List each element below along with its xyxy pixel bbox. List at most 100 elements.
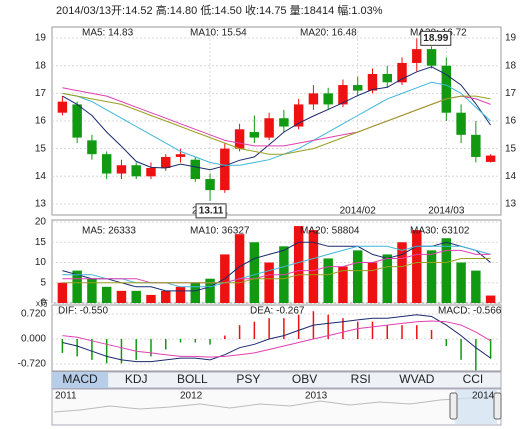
volume-bar [116,290,127,303]
volume-ma-line [62,249,491,284]
ma-line [62,66,492,171]
candle-body [146,168,156,177]
candle-body [412,49,422,63]
ma-line [62,92,491,155]
tab-selected[interactable] [52,372,109,388]
tab[interactable]: WVAD [399,372,434,386]
tab[interactable]: BOLL [177,372,208,386]
volume-bar [264,262,274,303]
y-tick-label: 15 [35,237,47,248]
volume-ma-line [62,258,491,284]
candle-body [426,49,437,66]
volume-bar [57,282,68,303]
tab[interactable]: CCI [463,372,484,386]
y-tick-label: 20 [35,217,47,228]
volume-bar [441,238,452,303]
candle-body [161,156,171,168]
candle-body [131,165,141,177]
volume-bar [397,242,407,303]
tab[interactable]: PSY [236,372,260,386]
volume-bar [87,278,97,303]
candle-body [338,85,348,105]
y-tick-label-right: 15 [505,143,517,154]
legend-label: DIF: -0.550 [58,306,108,317]
y-tick-label: -0.720 [18,359,47,370]
volume-bar [367,262,378,303]
legend-label: MA20: 16.48 [300,28,357,39]
y-tick-label-right: 13 [505,199,517,210]
quote-info: 2014/03/13开:14.52 高:14.80 低:14.50 收:14.7… [56,3,383,17]
navigator-year: 2011 [55,391,77,402]
volume-bar [323,258,333,303]
min-box [195,203,227,219]
volume-bar [471,270,481,303]
candle-body [175,154,186,157]
volume-bar [426,250,437,303]
candle-body [72,104,82,138]
candle-body [382,74,392,83]
volume-bar [456,262,466,303]
tab[interactable]: KDJ [125,372,148,386]
max-box [420,30,452,46]
y-tick-label-right: 19 [505,33,517,44]
volume-bar [190,282,201,303]
y-tick-label: 19 [35,33,47,44]
legend-label: MACD: -0.566 [438,306,502,317]
tab[interactable]: OBV [292,372,317,386]
volume-bar [249,242,260,303]
y-tick-label: 0.000 [21,334,46,345]
navigator-year: 2012 [180,391,203,402]
candle-body [367,74,378,91]
volume-bar [382,254,392,303]
legend-label: MA5: 14.83 [82,28,134,39]
candle-body [323,93,333,105]
y-tick-label: 0 [40,298,46,309]
y-tick-label: 17 [35,88,47,99]
y-tick-label: 14 [35,171,47,182]
candle-body [441,65,452,113]
y-tick-label-right: 14 [505,171,517,182]
candle-body [205,179,215,191]
volume-bar [412,230,422,303]
candle-body [264,118,274,138]
legend-label: MA10: 36327 [190,226,250,237]
macd-frame [51,304,502,372]
y-tick-label: 5 [40,277,46,288]
navigator-line [53,395,499,413]
volume-bar [308,230,319,303]
candle-body [190,159,201,180]
volume-bar [293,226,304,303]
max-label: 18.99 [423,33,448,44]
candle-body [116,165,127,174]
candle-body [456,112,466,135]
candle-body [220,148,230,191]
candle-body [234,129,245,149]
volume-ma-line [62,245,491,288]
y-tick-label-right: 18 [505,60,517,71]
candle-body [87,140,97,155]
legend-label: MA5: 26333 [82,226,136,237]
candle-body [308,93,319,105]
legend-label: MA10: 15.54 [190,28,247,39]
tab[interactable]: RSI [351,372,371,386]
navigator-handle[interactable] [449,392,458,420]
x-tick-label: 2014/03 [428,206,465,217]
navigator-handle[interactable] [493,392,502,420]
candle-body [249,132,260,138]
navigator-window[interactable] [455,390,497,424]
y-unit: x万 [36,299,48,308]
volume-bar [352,250,363,303]
volume-bar [175,286,186,303]
legend-label: MA20: 58804 [300,226,360,237]
volume-bar [146,294,156,303]
y-tick-label: 10 [35,257,47,268]
ma-line [62,81,491,166]
tab[interactable]: MACD [62,372,98,386]
macd-line [62,314,491,363]
y-tick-label: 16 [35,116,47,127]
navigator-year: 2013 [305,391,328,402]
volume-bar [72,270,82,303]
candle-body [279,118,289,127]
volume-bar [234,234,245,303]
y-tick-label-right: 17 [505,88,517,99]
